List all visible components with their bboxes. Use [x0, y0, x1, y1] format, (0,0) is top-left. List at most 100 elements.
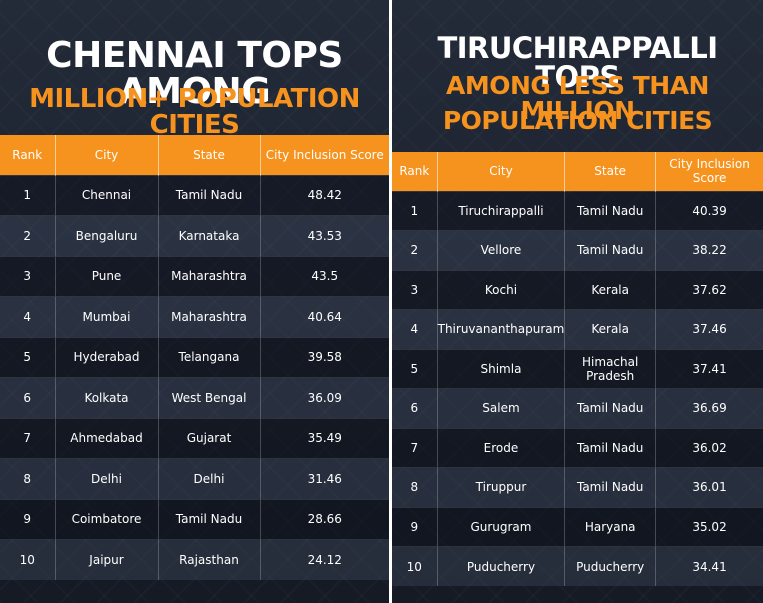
- right-header-rank: Rank: [392, 152, 438, 191]
- right-cell-score: 36.69: [655, 388, 763, 428]
- left-table-row: 8 Delhi Delhi 31.46: [0, 458, 389, 499]
- right-cell-score: 40.39: [655, 190, 763, 231]
- left-cell-rank: 6: [0, 377, 56, 418]
- right-cell-rank: 6: [392, 388, 438, 428]
- right-cell-score: 37.41: [655, 348, 763, 389]
- right-cell-score: 38.22: [655, 230, 763, 270]
- right-cell-score: 36.02: [655, 427, 763, 468]
- right-cell-score: 36.01: [655, 467, 763, 507]
- right-table-row: 2 Vellore Tamil Nadu 38.22: [392, 230, 763, 270]
- left-cell-score: 43.5: [260, 255, 389, 297]
- left-table: Rank City State City Inclusion Score 1 Ch…: [0, 135, 389, 580]
- right-cell-city: Erode: [437, 427, 566, 468]
- right-table-body: 1 Tiruchirappalli Tamil Nadu 40.39 2 Vellore T…: [392, 190, 763, 586]
- right-table-row: 10 Puducherry Puducherry 34.41: [392, 546, 763, 586]
- left-panel: CHENNAI TOPS AMONG MILLION+ POPULATION C…: [0, 0, 389, 603]
- left-cell-city: Kolkata: [55, 377, 159, 418]
- right-cell-state: Puducherry: [564, 546, 657, 586]
- left-title-line1: CHENNAI TOPS AMONG: [46, 35, 343, 112]
- right-cell-score: 37.62: [655, 269, 763, 310]
- right-cell-score: 34.41: [655, 546, 763, 586]
- right-cell-city: Tiruppur: [437, 467, 566, 507]
- left-cell-state: West Bengal: [158, 377, 261, 418]
- right-cell-city: Vellore: [437, 230, 566, 270]
- right-cell-city: Thiruvananthapuram: [437, 309, 566, 349]
- left-table-row: 7 Ahmedabad Gujarat 35.49: [0, 417, 389, 459]
- right-cell-state: Tamil Nadu: [564, 467, 657, 507]
- right-cell-rank: 4: [392, 309, 438, 349]
- left-header-score: City Inclusion Score: [260, 135, 389, 175]
- right-cell-city: Shimla: [437, 348, 566, 389]
- left-cell-score: 40.64: [260, 296, 389, 337]
- left-cell-city: Pune: [55, 255, 159, 297]
- right-cell-state: Tamil Nadu: [564, 190, 657, 231]
- right-cell-state: Tamil Nadu: [564, 230, 657, 270]
- right-cell-score: 37.46: [655, 309, 763, 349]
- left-table-row: 9 Coimbatore Tamil Nadu 28.66: [0, 498, 389, 540]
- left-table-row: 10 Jaipur Rajasthan 24.12: [0, 539, 389, 580]
- left-table-body: 1 Chennai Tamil Nadu 48.42 2 Bengaluru Karnata…: [0, 174, 389, 580]
- left-cell-score: 35.49: [260, 417, 389, 459]
- left-table-row: 3 Pune Maharashtra 43.5: [0, 255, 389, 297]
- left-cell-rank: 2: [0, 215, 56, 256]
- right-header-score: City Inclusion Score: [655, 152, 763, 191]
- right-cell-state: Tamil Nadu: [564, 427, 657, 468]
- left-cell-city: Delhi: [55, 458, 159, 499]
- left-cell-score: 43.53: [260, 215, 389, 256]
- left-cell-city: Coimbatore: [55, 498, 159, 540]
- left-cell-city: Chennai: [55, 174, 159, 216]
- left-cell-city: Mumbai: [55, 296, 159, 337]
- left-header-state: State: [158, 135, 261, 175]
- right-cell-rank: 5: [392, 348, 438, 389]
- left-footer: [0, 593, 389, 603]
- right-cell-state: Kerala: [564, 309, 657, 349]
- left-title-line2: MILLION+ POPULATION CITIES: [29, 84, 360, 140]
- right-cell-rank: 3: [392, 269, 438, 310]
- left-cell-state: Rajasthan: [158, 539, 261, 580]
- right-cell-rank: 9: [392, 506, 438, 547]
- right-table-row: 5 Shimla Himachal Pradesh 37.41: [392, 348, 763, 389]
- right-cell-city: Salem: [437, 388, 566, 428]
- right-table-row: 6 Salem Tamil Nadu 36.69: [392, 388, 763, 428]
- right-cell-rank: 8: [392, 467, 438, 507]
- left-table-row: 5 Hyderabad Telangana 39.58: [0, 336, 389, 378]
- right-cell-city: Tiruchirappalli: [437, 190, 566, 231]
- panel-divider: [389, 0, 392, 603]
- left-cell-score: 24.12: [260, 539, 389, 580]
- right-title-line2: AMONG LESS THAN MILLION: [446, 71, 709, 125]
- right-cell-rank: 10: [392, 546, 438, 586]
- left-cell-state: Maharashtra: [158, 255, 261, 297]
- right-cell-state: Kerala: [564, 269, 657, 310]
- left-cell-state: Tamil Nadu: [158, 174, 261, 216]
- left-table-header: Rank City State City Inclusion Score: [0, 135, 389, 175]
- left-cell-rank: 9: [0, 498, 56, 540]
- right-table-row: 8 Tiruppur Tamil Nadu 36.01: [392, 467, 763, 507]
- left-cell-state: Maharashtra: [158, 296, 261, 337]
- right-cell-state: Tamil Nadu: [564, 388, 657, 428]
- left-cell-state: Telangana: [158, 336, 261, 378]
- right-table: Rank City State City Inclusion Score 1 Ti…: [392, 152, 763, 586]
- left-cell-score: 28.66: [260, 498, 389, 540]
- left-cell-rank: 5: [0, 336, 56, 378]
- left-header-city: City: [55, 135, 159, 175]
- right-table-row: 4 Thiruvananthapuram Kerala 37.46: [392, 309, 763, 349]
- right-table-row: 7 Erode Tamil Nadu 36.02: [392, 427, 763, 468]
- left-cell-score: 31.46: [260, 458, 389, 499]
- right-table-header: Rank City State City Inclusion Score: [392, 152, 763, 191]
- right-cell-city: Kochi: [437, 269, 566, 310]
- left-cell-state: Tamil Nadu: [158, 498, 261, 540]
- right-table-row: 3 Kochi Kerala 37.62: [392, 269, 763, 310]
- left-cell-rank: 10: [0, 539, 56, 580]
- right-title-line3: POPULATION CITIES: [442, 106, 713, 135]
- left-cell-rank: 4: [0, 296, 56, 337]
- right-title-line1: TIRUCHIRAPPALLI TOPS: [437, 31, 718, 94]
- left-cell-rank: 8: [0, 458, 56, 499]
- left-cell-rank: 3: [0, 255, 56, 297]
- right-table-row: 1 Tiruchirappalli Tamil Nadu 40.39: [392, 190, 763, 231]
- right-cell-rank: 7: [392, 427, 438, 468]
- right-cell-state: Haryana: [564, 506, 657, 547]
- left-cell-score: 36.09: [260, 377, 389, 418]
- right-cell-score: 35.02: [655, 506, 763, 547]
- left-table-row: 6 Kolkata West Bengal 36.09: [0, 377, 389, 418]
- right-cell-city: Gurugram: [437, 506, 566, 547]
